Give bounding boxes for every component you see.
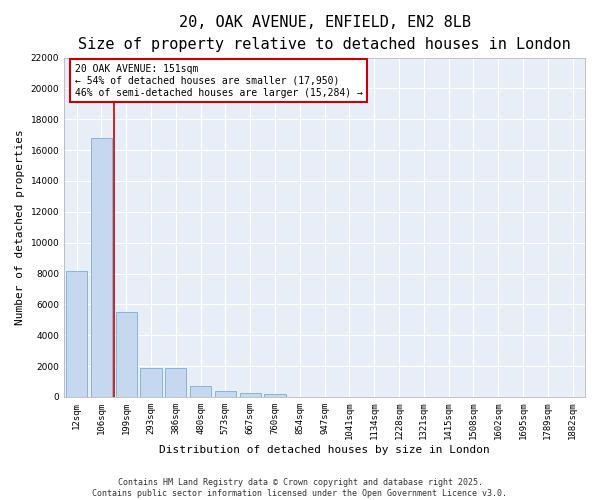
Text: Contains HM Land Registry data © Crown copyright and database right 2025.
Contai: Contains HM Land Registry data © Crown c… <box>92 478 508 498</box>
Title: 20, OAK AVENUE, ENFIELD, EN2 8LB
Size of property relative to detached houses in: 20, OAK AVENUE, ENFIELD, EN2 8LB Size of… <box>78 15 571 52</box>
Bar <box>140 368 161 397</box>
Bar <box>66 271 87 397</box>
Bar <box>215 391 236 397</box>
Bar <box>190 386 211 397</box>
Bar <box>116 312 137 397</box>
Bar <box>91 138 112 397</box>
Text: 20 OAK AVENUE: 151sqm
← 54% of detached houses are smaller (17,950)
46% of semi-: 20 OAK AVENUE: 151sqm ← 54% of detached … <box>74 64 362 98</box>
Bar <box>265 394 286 397</box>
Bar <box>165 368 187 397</box>
Bar <box>239 392 261 397</box>
X-axis label: Distribution of detached houses by size in London: Distribution of detached houses by size … <box>159 445 490 455</box>
Y-axis label: Number of detached properties: Number of detached properties <box>15 130 25 325</box>
